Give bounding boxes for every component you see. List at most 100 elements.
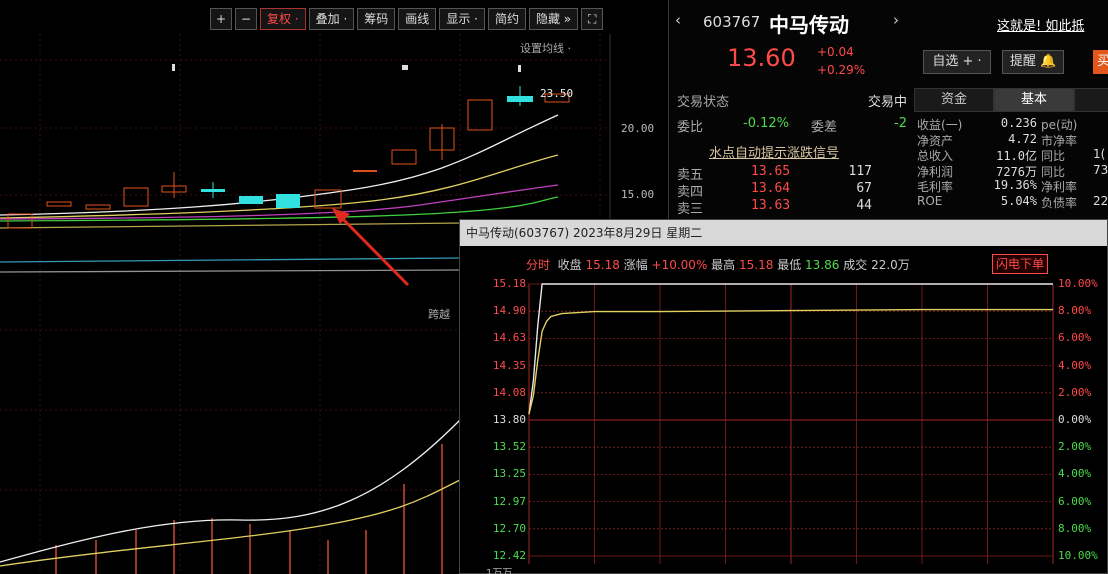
fundamental-row: 收益(一) 0.236 pe(动) (917, 116, 1108, 132)
fundamental-label-2: 净利率 (1041, 180, 1078, 194)
quick-order-button[interactable]: 闪电下单 (992, 254, 1049, 274)
event-marker[interactable] (172, 64, 175, 71)
simple-button[interactable]: 简约 (487, 8, 526, 30)
order-price: 13.64 (751, 181, 791, 196)
fundamental-value: 0.236 (1000, 116, 1037, 130)
price-line (528, 283, 1053, 415)
candle (85, 204, 111, 210)
percent-axis-label: 2.00% (1058, 440, 1092, 454)
price-axis-label: 15.00 (621, 188, 655, 201)
high-value: 15.18 (739, 258, 774, 272)
price-alert-button[interactable]: 提醒 🔔 (1002, 50, 1064, 74)
fundamental-value-2: 1( (1093, 147, 1106, 161)
order-book: 卖五 13.65 117 卖四 13.64 67 卖三 13.63 44 (677, 164, 872, 217)
candle (161, 185, 187, 193)
candle (467, 99, 493, 131)
event-marker[interactable] (402, 65, 408, 70)
candle (429, 127, 455, 151)
buy-button[interactable]: 买 (1093, 50, 1108, 74)
previous-stock-icon[interactable]: ‹ (675, 11, 681, 29)
percent-axis-label: 10.00% (1058, 549, 1098, 562)
info-tab[interactable]: 基本 (994, 88, 1074, 112)
order-volume: 67 (856, 181, 872, 196)
intraday-grid (528, 283, 1054, 564)
intraday-popup[interactable]: 中马传动(603767) 2023年8月29日 星期二 分时 收盘 15.18 … (459, 219, 1108, 574)
low-value: 13.86 (805, 258, 840, 272)
ma120-line (0, 257, 461, 263)
trade-status-row: 交易状态 交易中 (677, 91, 907, 110)
change-percent: +0.29% (817, 63, 866, 77)
fullscreen-button[interactable]: ⛶ (581, 8, 604, 30)
fundamental-value: 19.36% (993, 178, 1037, 192)
info-tab[interactable]: 资金 (914, 88, 994, 112)
stock-code: 603767 (703, 13, 761, 31)
hide-button[interactable]: 隐藏 » (528, 8, 579, 30)
percent-axis-label: 4.00% (1058, 358, 1092, 372)
chips-button[interactable]: 筹码 (357, 8, 396, 30)
close-label: 收盘 (557, 258, 582, 272)
price-change: +0.04 +0.29% (817, 43, 865, 79)
intraday-mode-tab[interactable]: 分时 (526, 258, 551, 272)
fundamental-label: 总收入 (917, 149, 954, 163)
order-book-row[interactable]: 卖四 13.64 67 (677, 181, 872, 200)
order-price: 13.63 (751, 198, 791, 213)
fundamental-label-2: 同比 (1041, 164, 1066, 179)
volume-ma-lines (0, 419, 461, 567)
add-watchlist-button[interactable]: 自选 + · (923, 50, 991, 74)
moving-average-lines (0, 114, 559, 273)
fundamental-label: ROE (917, 193, 943, 208)
overlay-button[interactable]: 叠加 · (308, 8, 355, 30)
fundamental-label-2: 市净率 (1041, 133, 1078, 148)
price-axis-label: 14.63 (492, 331, 526, 345)
order-book-row[interactable]: 卖三 13.63 44 (677, 198, 872, 217)
annotation-arrow-head (332, 208, 350, 224)
percent-axis-label: 4.00% (1058, 467, 1092, 481)
candle (123, 187, 149, 207)
price-axis-label: 13.52 (492, 440, 526, 454)
fundamentals-table: 收益(一) 0.236 pe(动) 净资产 4.72 市净率 总收入 11.0亿 同比 1(净利润… (917, 116, 1108, 210)
percent-axis-label: 0.00% (1058, 413, 1092, 426)
high-price-marker: 23.50 (540, 87, 574, 100)
order-level-label: 卖五 (677, 168, 704, 183)
display-button[interactable]: 显示 · (439, 8, 485, 30)
low-label: 最低 (777, 258, 802, 272)
info-tabs: 资金 基本 (914, 88, 1108, 112)
next-stock-icon[interactable]: › (893, 11, 899, 29)
price-axis-label: 14.08 (492, 385, 526, 399)
promo-link[interactable]: 这就是! 如此抵 (997, 19, 1085, 34)
current-price: 13.60 (727, 44, 796, 72)
intraday-chart[interactable] (460, 220, 1107, 573)
candle (544, 93, 570, 103)
fundamental-label: 毛利率 (917, 180, 954, 194)
order-ratio-row: 委比 -0.12% 委差 -2 (677, 116, 907, 135)
percent-axis-label: 6.00% (1058, 331, 1092, 345)
order-ratio-label: 委比 (677, 120, 704, 135)
close-value: 15.18 (585, 258, 620, 272)
ma250-line (0, 269, 461, 273)
signal-hint-link[interactable]: 水点自动提示涨跌信号 (709, 146, 840, 161)
candles (7, 86, 570, 229)
indicator-settings-label[interactable]: 设置均线 · (520, 42, 571, 55)
average-price-line (528, 308, 1053, 415)
volume-label: 成交 (843, 258, 868, 272)
order-book-row[interactable]: 卖五 13.65 117 (677, 164, 872, 183)
candle (7, 213, 33, 229)
fundamental-row: 毛利率 19.36% 净利率 (917, 178, 1108, 194)
intraday-title: 中马传动(603767) 2023年8月29日 星期二 (460, 220, 1107, 246)
candle (353, 170, 377, 172)
zoom-out-button[interactable]: − (235, 8, 257, 30)
price-axis-label: 14.35 (492, 358, 526, 372)
adjust-button[interactable]: 复权 · (260, 8, 306, 30)
price-axis-label: 12.42 (492, 549, 526, 562)
order-diff-value: -2 (894, 116, 907, 131)
event-marker[interactable] (518, 65, 521, 72)
stock-name: 中马传动 (769, 13, 849, 37)
info-tab[interactable] (1074, 88, 1108, 112)
zoom-in-button[interactable]: + (210, 8, 232, 30)
fundamental-label: 净资产 (917, 133, 954, 148)
price-axis-label: 12.97 (492, 494, 526, 508)
order-diff-label: 委差 (811, 120, 838, 135)
draw-line-button[interactable]: 画线 (398, 8, 437, 30)
fundamental-label: 净利润 (917, 164, 954, 179)
percent-axis-label: 2.00% (1058, 385, 1092, 399)
